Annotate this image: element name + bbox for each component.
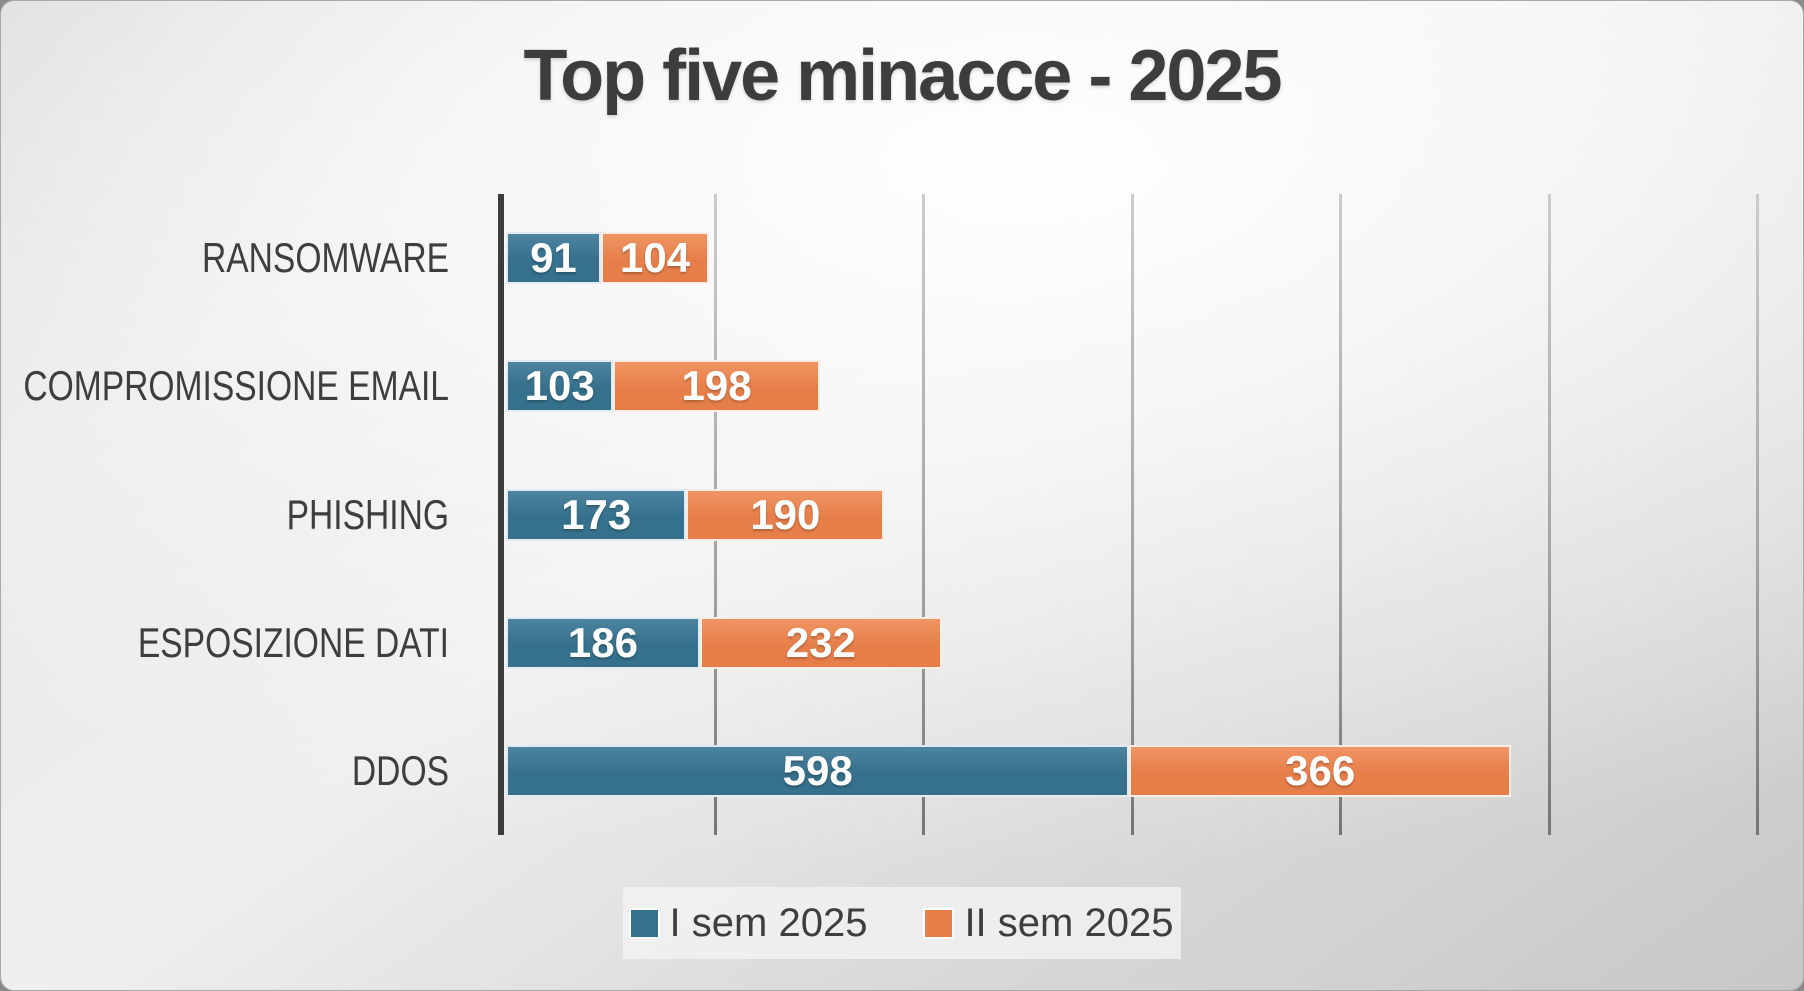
bar-segment[interactable]: 104 bbox=[600, 232, 710, 285]
bar-value-label: 186 bbox=[567, 618, 638, 666]
gridline bbox=[1756, 194, 1759, 835]
bar-segment[interactable]: 173 bbox=[506, 488, 687, 541]
bar-value-label: 366 bbox=[1285, 746, 1356, 794]
bar-segment[interactable]: 598 bbox=[506, 744, 1130, 797]
gridline bbox=[922, 194, 925, 835]
category-label: RANSOMWARE bbox=[201, 234, 449, 282]
bar-segment[interactable]: 190 bbox=[686, 488, 885, 541]
bar-segment[interactable]: 366 bbox=[1129, 744, 1511, 797]
bar-value-label: 173 bbox=[561, 490, 632, 538]
bar-segment[interactable]: 232 bbox=[699, 616, 942, 669]
legend-label: I sem 2025 bbox=[669, 900, 868, 945]
gridline bbox=[1547, 194, 1551, 835]
gridline bbox=[1339, 194, 1342, 835]
bar-value-label: 198 bbox=[681, 362, 752, 410]
bar-segment[interactable]: 198 bbox=[613, 360, 820, 413]
bar-value-label: 232 bbox=[785, 618, 856, 666]
legend-swatch-icon bbox=[925, 909, 953, 937]
legend-swatch-icon bbox=[630, 909, 658, 937]
bar-value-label: 190 bbox=[750, 490, 821, 538]
gridline bbox=[1130, 194, 1134, 835]
chart-row: ESPOSIZIONE DATI 186 232 bbox=[1, 616, 1803, 669]
category-label: DDOS bbox=[351, 746, 449, 794]
category-axis-line bbox=[498, 194, 504, 835]
chart-row: RANSOMWARE 91 104 bbox=[1, 232, 1803, 285]
bar-stack: 598 366 bbox=[506, 744, 1511, 797]
bar-segment[interactable]: 91 bbox=[506, 232, 601, 285]
legend-item[interactable]: II sem 2025 bbox=[925, 901, 1173, 946]
category-label: PHISHING bbox=[286, 490, 449, 538]
chart-row: PHISHING 173 190 bbox=[1, 488, 1803, 541]
bar-segment[interactable]: 103 bbox=[506, 360, 614, 413]
bar-stack: 103 198 bbox=[506, 360, 820, 413]
bar-segment[interactable]: 186 bbox=[506, 616, 700, 669]
bar-stack: 91 104 bbox=[506, 232, 710, 285]
category-label: ESPOSIZIONE DATI bbox=[137, 618, 449, 666]
chart-row: DDOS 598 366 bbox=[1, 744, 1803, 797]
legend-label: II sem 2025 bbox=[964, 900, 1174, 945]
bar-value-label: 598 bbox=[782, 746, 853, 794]
legend-item[interactable]: I sem 2025 bbox=[630, 900, 868, 946]
legend: I sem 2025 II sem 2025 bbox=[623, 887, 1181, 959]
bar-value-label: 91 bbox=[530, 234, 577, 282]
chart-row: COMPROMISSIONE EMAIL 103 198 bbox=[1, 360, 1803, 413]
bar-value-label: 103 bbox=[524, 362, 595, 410]
chart-title: Top five minacce - 2025 bbox=[523, 36, 1282, 116]
category-label: COMPROMISSIONE EMAIL bbox=[23, 362, 450, 410]
bar-value-label: 104 bbox=[620, 234, 691, 282]
bar-stack: 186 232 bbox=[506, 616, 942, 669]
bar-stack: 173 190 bbox=[506, 488, 885, 541]
